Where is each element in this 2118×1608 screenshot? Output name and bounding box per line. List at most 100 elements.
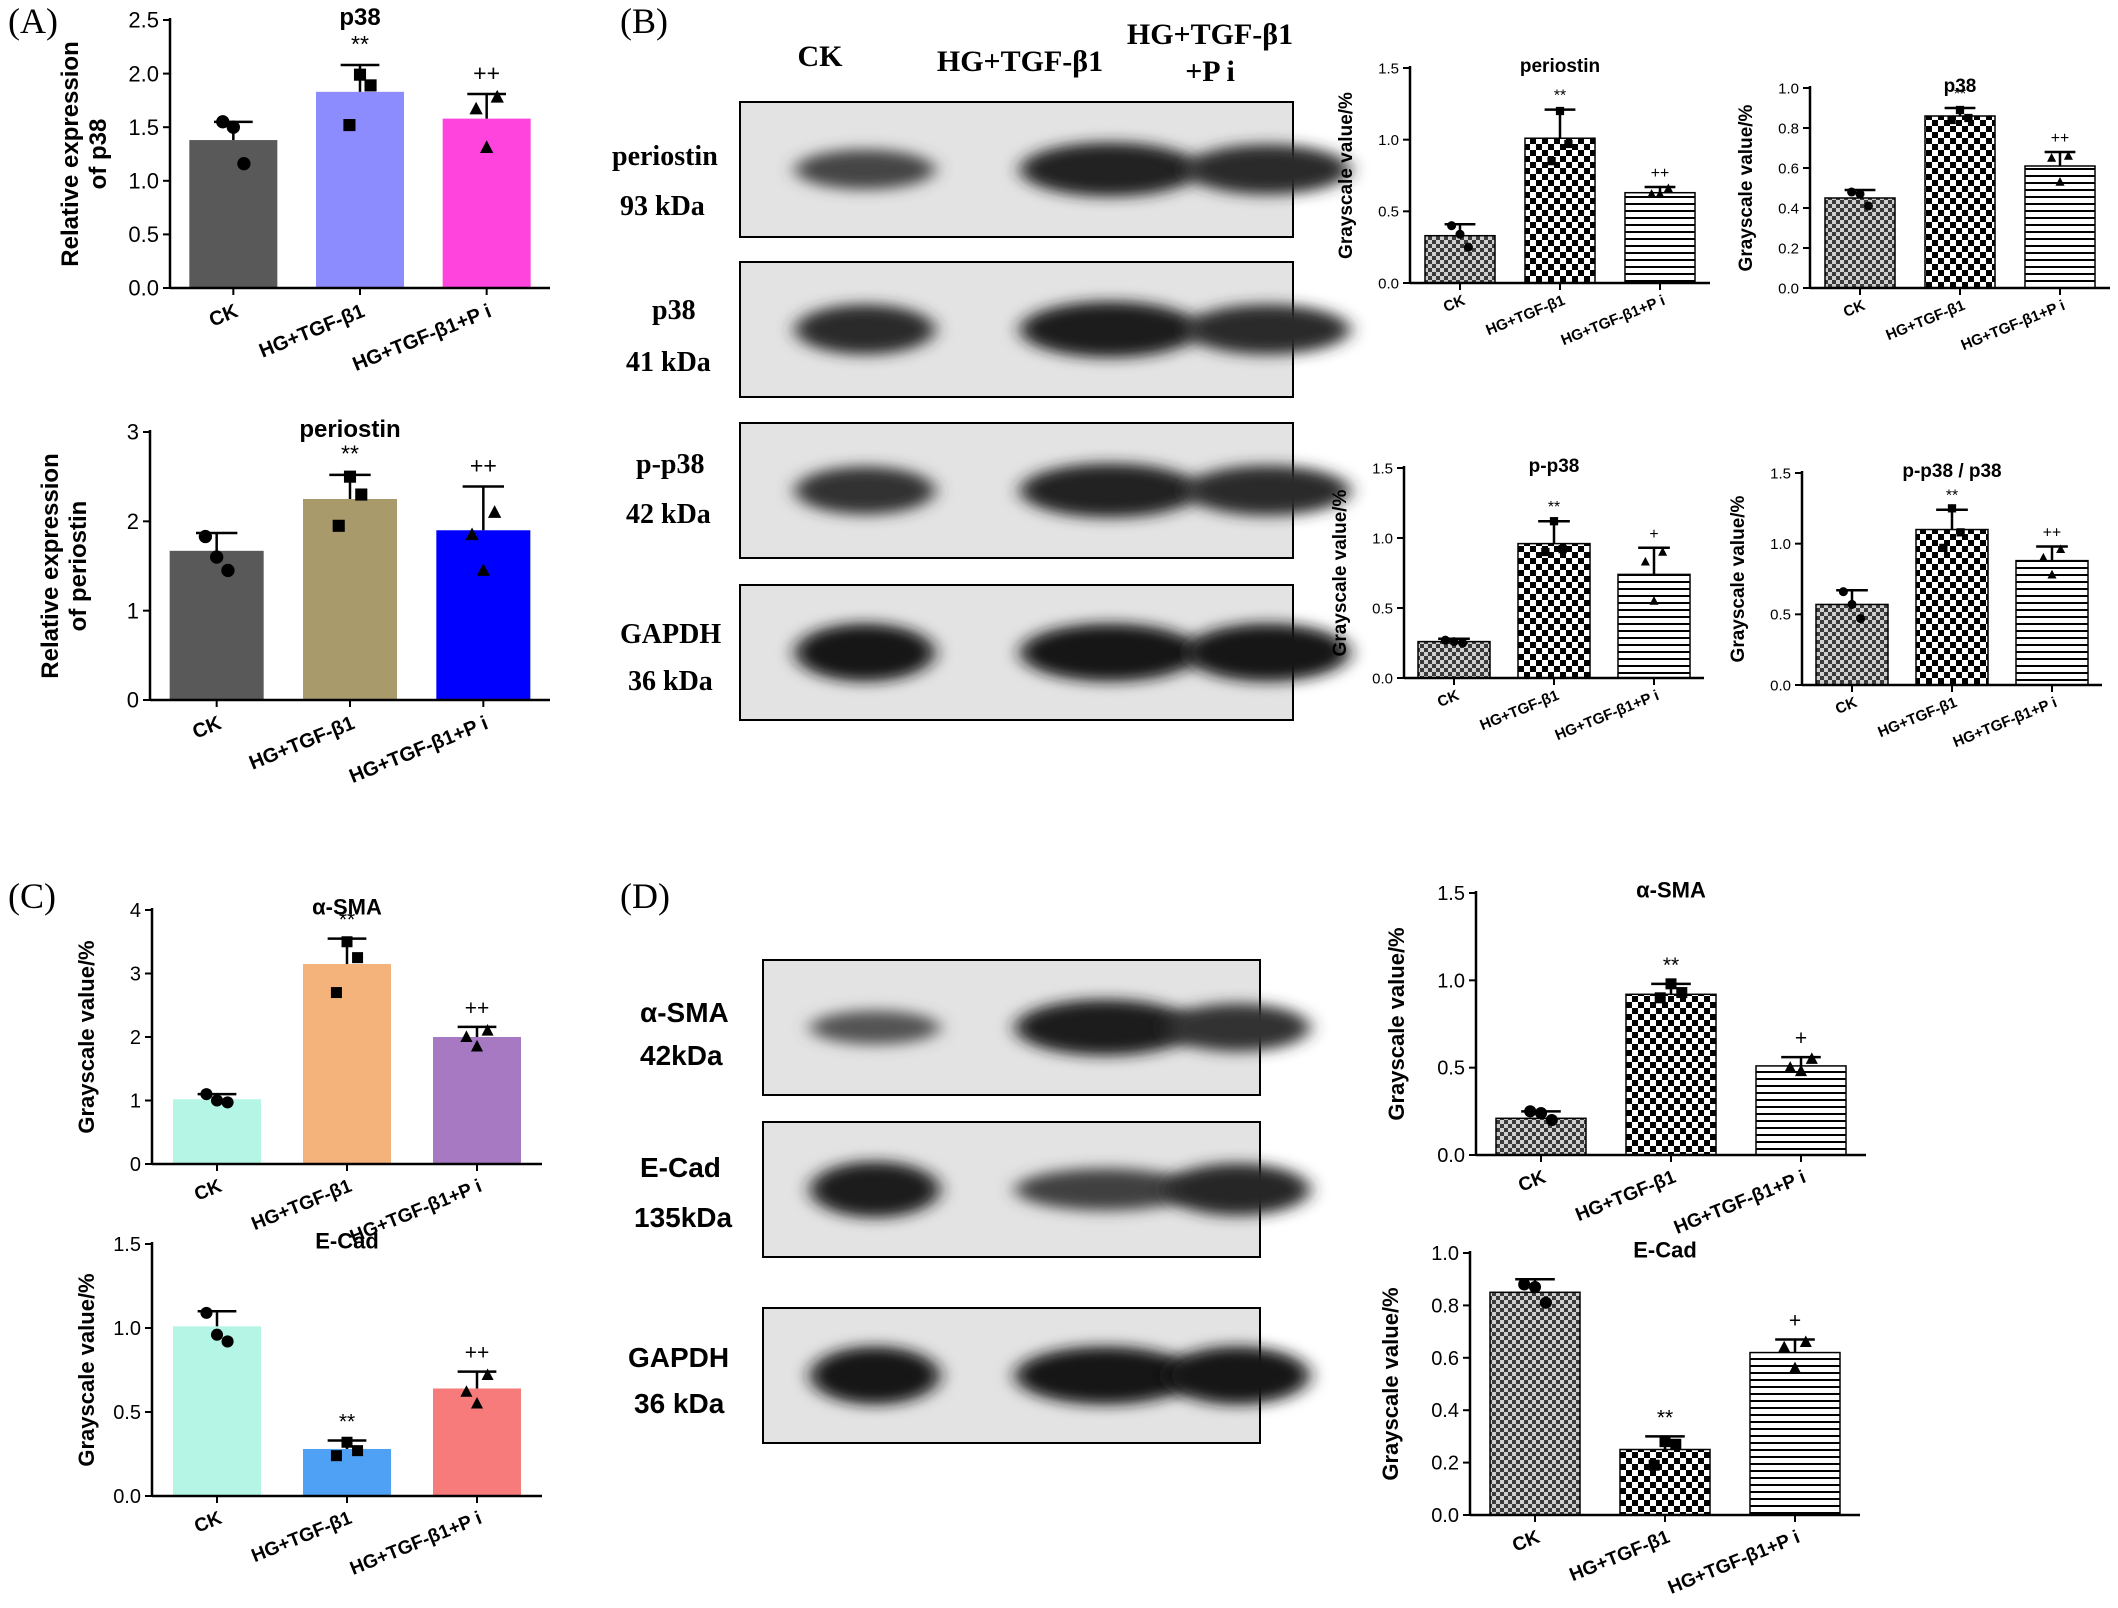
annotation-b2-1: **: [1954, 86, 1966, 103]
blot-b-label-periostin: periostin: [612, 141, 718, 172]
annotation-b3-2: +: [1649, 526, 1658, 543]
annotation-d1-2: +: [1795, 1027, 1807, 1050]
point-b2-0-1: [1855, 189, 1865, 199]
ytick-label-d2-2: 0.4: [1431, 1400, 1459, 1422]
ytick-label-b4-3: 1.5: [1770, 465, 1791, 482]
point-c2-2-0: [481, 1368, 494, 1380]
xtick-label-b3-0: CK: [1435, 687, 1462, 711]
point-b2-1-0: [1955, 105, 1965, 115]
point-a1-1-2: [343, 119, 356, 132]
point-b2-0-0: [1847, 187, 1857, 197]
ytick-label-b4-2: 1.0: [1770, 536, 1791, 553]
point-b2-1-1: [1964, 113, 1973, 123]
point-d1-1-0: [1665, 978, 1677, 990]
bar-b3-1: [1517, 542, 1591, 679]
y-axis-label-a2-0: Relative expression: [37, 453, 64, 678]
blot-b-label-pp38: p-p38: [636, 449, 705, 480]
chart-title-b2: p38: [1944, 76, 1977, 97]
xtick-label-d2-1: HG+TGF-β1: [1567, 1527, 1674, 1586]
xtick-label-a1-1: HG+TGF-β1: [256, 300, 368, 362]
point-b2-1-2: [1947, 115, 1956, 125]
point-c1-1-0: [341, 936, 353, 948]
ytick-label-a2-3: 3: [127, 420, 139, 445]
panel-label-b: (B): [620, 1, 668, 41]
point-a1-2-2: [480, 140, 494, 154]
point-c2-1-1: [352, 1445, 364, 1457]
chart-title-d1: α-SMA: [1636, 877, 1706, 902]
annotation-b1-1: **: [1554, 88, 1566, 105]
annotation-c1-1: **: [339, 909, 355, 932]
point-a2-0-1: [210, 550, 224, 564]
chart-title-c1: α-SMA: [312, 894, 382, 919]
point-c2-0-2: [221, 1335, 234, 1348]
panel-label-d: (D): [620, 876, 670, 916]
blot-d-mw-asma: 42kDa: [640, 1040, 723, 1071]
ytick-label-b3-0: 0.0: [1372, 670, 1393, 687]
annotation-b1-2: ++: [1651, 165, 1669, 182]
xtick-label-d2-2: HG+TGF-β1+P i: [1665, 1527, 1803, 1599]
bar-b4-2: [2015, 559, 2089, 686]
ytick-label-d1-3: 1.5: [1437, 883, 1465, 905]
point-b1-0-2: [1463, 242, 1473, 252]
ytick-label-a2-1: 1: [127, 598, 139, 623]
y-axis-label-c2-0: Grayscale value/%: [74, 1273, 99, 1466]
blot-b-mw-pp38: 42 kDa: [626, 499, 711, 530]
point-b3-2-2: [1649, 596, 1659, 605]
bar-a1-0: [189, 140, 278, 288]
point-d1-2-2: [1794, 1064, 1808, 1077]
ytick-label-c1-0: 0: [130, 1154, 141, 1176]
bar-a1-1: [316, 91, 404, 288]
ytick-label-c1-1: 1: [130, 1091, 141, 1113]
xtick-label-b2-0: CK: [1841, 297, 1868, 321]
ytick-label-d2-5: 1.0: [1431, 1243, 1459, 1265]
chart-title-d2: E-Cad: [1633, 1237, 1697, 1262]
ytick-label-d1-1: 0.5: [1437, 1058, 1465, 1080]
ytick-label-b1-2: 1.0: [1378, 132, 1399, 149]
bar-b1-1: [1524, 137, 1596, 284]
xtick-label-a2-2: HG+TGF-β1+P i: [346, 712, 491, 788]
xtick-label-a1-0: CK: [206, 300, 242, 331]
y-axis-label-b3-0: Grayscale value/%: [1330, 489, 1351, 656]
point-b1-2-0: [1663, 183, 1673, 193]
bar-c1-2: [433, 1037, 521, 1164]
y-axis-label-b1-0: Grayscale value/%: [1336, 92, 1357, 259]
blot-b-lane-3-line2: +P i: [1185, 55, 1235, 88]
point-b2-2-0: [2063, 151, 2073, 160]
point-d2-2-0: [1799, 1335, 1812, 1348]
blot-d-label-gapdh: GAPDH: [628, 1342, 730, 1373]
blot-b-label-p38: p38: [652, 295, 696, 326]
point-c1-2-1: [460, 1030, 473, 1042]
chart-title-b1: periostin: [1520, 56, 1600, 77]
bar-d1-1: [1625, 993, 1717, 1156]
point-c1-0-0: [200, 1088, 213, 1101]
point-d2-0-0: [1518, 1278, 1531, 1291]
chart-d2: ** +0.0 0.2 0.4 0.6 0.8 1.0 CK HG+TGF-β1HG+TGF-β…: [1378, 1237, 1860, 1599]
xtick-label-b3-1: HG+TGF-β1: [1477, 687, 1561, 734]
xtick-label-c2-0: CK: [192, 1508, 226, 1538]
point-a2-2-0: [487, 505, 502, 518]
blot-b-lane-3: HG+TGF-β1: [1126, 18, 1294, 51]
point-b2-0-2: [1863, 201, 1873, 211]
ytick-label-d2-1: 0.2: [1431, 1453, 1459, 1475]
xtick-label-d1-0: CK: [1516, 1167, 1550, 1197]
point-a2-0-2: [221, 563, 235, 578]
ytick-label-c2-0: 0.0: [113, 1486, 141, 1508]
point-b3-2-0: [1658, 547, 1668, 556]
ytick-label-b4-1: 0.5: [1770, 607, 1791, 624]
point-b3-1-1: [1558, 545, 1567, 554]
point-c2-1-0: [341, 1436, 353, 1448]
bar-d1-0: [1495, 1117, 1587, 1156]
point-c1-2-0: [481, 1024, 494, 1036]
point-b4-0-0: [1838, 587, 1848, 597]
point-b1-2-1: [1647, 189, 1657, 198]
annotation-c2-2: ++: [465, 1342, 490, 1365]
ytick-label-a1-4: 2.0: [128, 61, 159, 86]
ytick-label-c1-2: 2: [130, 1027, 141, 1049]
bar-b3-0: [1417, 640, 1491, 679]
chart-title-a2: periostin: [299, 416, 400, 443]
bar-c1-0: [173, 1099, 261, 1164]
ytick-label-b4-0: 0.0: [1770, 677, 1791, 694]
ytick-label-b1-3: 1.5: [1378, 60, 1399, 77]
